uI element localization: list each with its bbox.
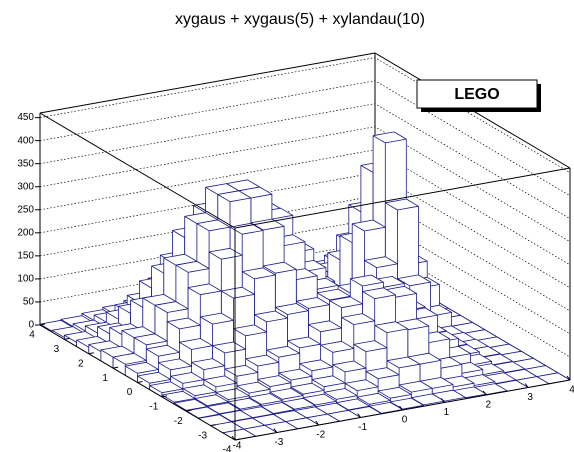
y-tick-label: 1 xyxy=(102,373,108,384)
y-tick xyxy=(64,337,70,340)
y-tick xyxy=(210,424,216,427)
y-tick xyxy=(234,438,241,441)
x-tick xyxy=(231,435,236,441)
y-tick xyxy=(113,366,119,369)
grid-line xyxy=(39,126,571,243)
y-tick-label: -3 xyxy=(198,430,207,441)
x-tick xyxy=(315,420,320,426)
z-tick-label: 150 xyxy=(17,251,34,262)
frame-edge xyxy=(234,167,571,229)
x-tick xyxy=(357,413,362,418)
y-tick-label: 4 xyxy=(29,330,35,341)
x-tick xyxy=(399,405,403,411)
y-tick xyxy=(88,352,94,355)
x-tick xyxy=(566,375,571,381)
y-tick xyxy=(137,381,143,383)
x-tick-label: -3 xyxy=(274,437,283,448)
z-tick-label: 200 xyxy=(17,227,34,238)
y-tick xyxy=(186,409,192,412)
x-tick xyxy=(524,383,529,388)
y-tick-label: 3 xyxy=(54,344,60,355)
x-tick-label: 3 xyxy=(527,392,533,403)
z-tick-label: 250 xyxy=(17,204,34,215)
y-tick-label: 0 xyxy=(127,387,133,398)
z-tick-label: 100 xyxy=(17,274,34,285)
frame-edge xyxy=(39,112,236,229)
x-tick-label: 4 xyxy=(569,385,574,396)
y-tick-label: -2 xyxy=(174,416,183,427)
x-tick xyxy=(273,428,278,433)
grid-line xyxy=(39,103,571,220)
y-tick xyxy=(161,395,167,398)
y-tick xyxy=(39,323,46,326)
y-tick-label: 2 xyxy=(78,358,84,369)
y-tick-label: -1 xyxy=(149,402,158,413)
label-box xyxy=(416,79,538,109)
z-tick-label: 400 xyxy=(17,135,34,146)
grid-line xyxy=(39,80,571,197)
y-tick-label: -4 xyxy=(223,445,232,452)
x-tick xyxy=(440,398,445,403)
z-tick-label: 450 xyxy=(17,112,34,123)
z-tick-label: 50 xyxy=(23,297,35,308)
z-tick-label: 0 xyxy=(28,320,34,331)
frame-edge xyxy=(39,52,376,114)
plot-label: LEGO xyxy=(454,86,499,103)
x-tick-label: 2 xyxy=(485,400,491,411)
x-tick xyxy=(482,390,487,396)
grid-line xyxy=(39,57,571,173)
x-tick-label: -4 xyxy=(233,441,242,452)
x-tick-label: -1 xyxy=(358,422,367,433)
z-tick-label: 300 xyxy=(17,181,34,192)
x-tick-label: -2 xyxy=(316,430,325,441)
z-tick-label: 350 xyxy=(17,158,34,169)
x-tick-label: 0 xyxy=(402,415,408,426)
plot: 0 50 100 150 200 250 300 350 400 450 -4 -3 -2 -1 0 1 2 3 4… xyxy=(17,52,574,452)
x-tick-label: 1 xyxy=(444,407,450,418)
chart-title: xygaus + xygaus(5) + xylandau(10) xyxy=(175,11,425,28)
